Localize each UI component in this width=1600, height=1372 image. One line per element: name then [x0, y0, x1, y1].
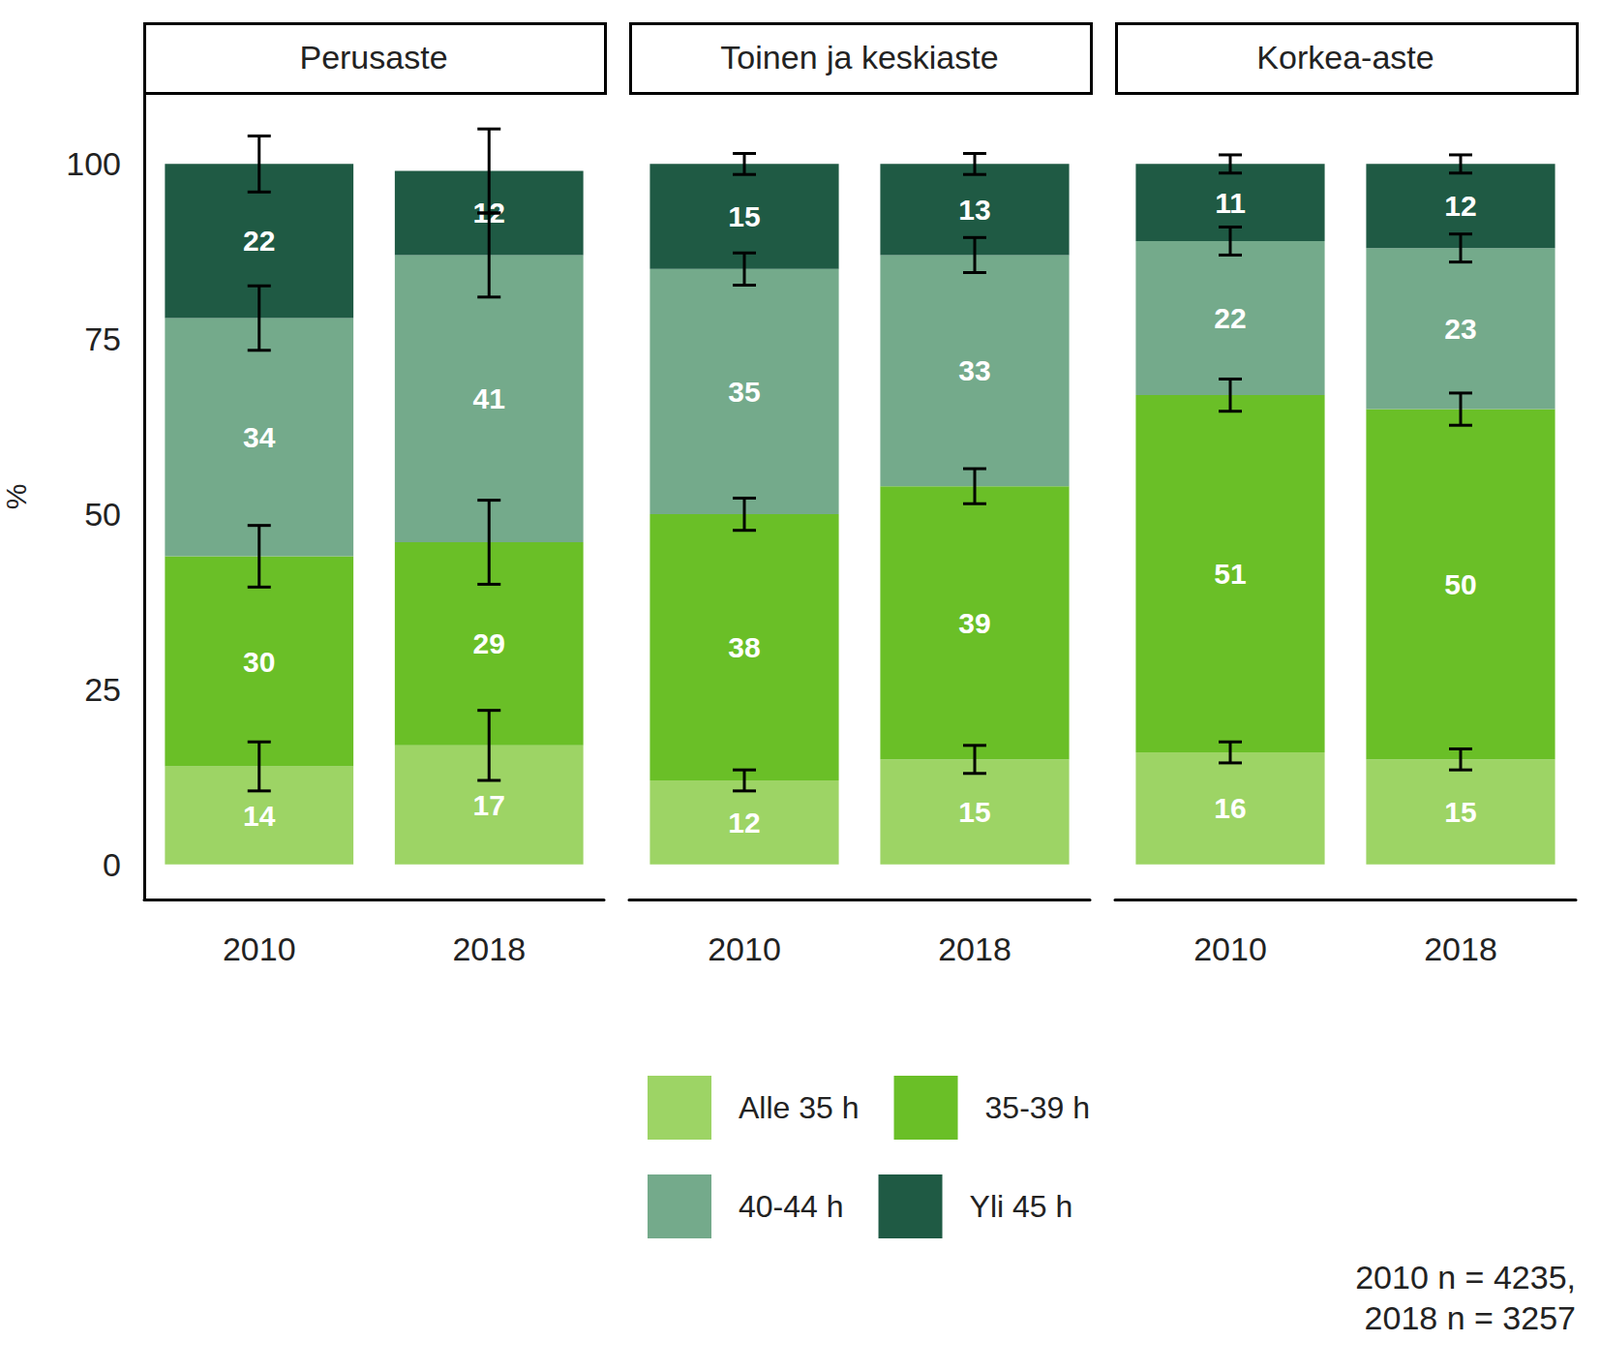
svg-text:34: 34: [242, 421, 276, 453]
svg-text:Alle 35 h: Alle 35 h: [738, 1089, 860, 1125]
svg-text:30: 30: [242, 645, 275, 678]
svg-text:15: 15: [1444, 795, 1477, 828]
svg-text:100: 100: [65, 145, 121, 182]
svg-text:16: 16: [1213, 791, 1246, 824]
svg-text:38: 38: [727, 631, 760, 664]
svg-text:39: 39: [958, 606, 991, 639]
svg-text:Yli 45 h: Yli 45 h: [969, 1188, 1074, 1224]
svg-text:23: 23: [1444, 312, 1477, 345]
svg-text:22: 22: [1213, 301, 1246, 334]
svg-text:2010: 2010: [222, 930, 297, 967]
svg-text:Toinen ja keskiaste: Toinen ja keskiaste: [720, 38, 998, 76]
svg-text:2018: 2018: [1423, 930, 1498, 967]
svg-text:2010 n = 4235,: 2010 n = 4235,: [1355, 1258, 1576, 1296]
svg-text:51: 51: [1213, 557, 1246, 590]
svg-text:50: 50: [1444, 568, 1477, 601]
svg-text:2018: 2018: [452, 930, 526, 967]
svg-text:35-39 h: 35-39 h: [985, 1089, 1091, 1125]
svg-text:25: 25: [84, 670, 121, 708]
svg-text:Perusaste: Perusaste: [299, 38, 448, 76]
svg-text:41: 41: [473, 382, 506, 415]
svg-text:22: 22: [242, 224, 275, 257]
svg-text:2018 n = 3257: 2018 n = 3257: [1364, 1298, 1576, 1336]
svg-text:12: 12: [472, 196, 506, 229]
svg-text:2018: 2018: [937, 930, 1012, 967]
svg-text:Korkea-aste: Korkea-aste: [1256, 38, 1434, 76]
svg-text:17: 17: [473, 788, 506, 821]
svg-text:15: 15: [727, 200, 760, 233]
svg-text:14: 14: [242, 799, 276, 832]
svg-text:%: %: [0, 483, 32, 511]
svg-text:35: 35: [727, 375, 760, 408]
svg-text:13: 13: [958, 193, 991, 226]
svg-text:50: 50: [84, 495, 121, 533]
svg-text:75: 75: [84, 320, 121, 358]
svg-text:11: 11: [1214, 186, 1246, 219]
svg-text:2010: 2010: [1193, 930, 1268, 967]
svg-text:33: 33: [958, 354, 991, 387]
svg-text:0: 0: [102, 845, 121, 883]
svg-text:40-44 h: 40-44 h: [738, 1188, 845, 1224]
svg-text:15: 15: [958, 795, 991, 828]
svg-text:2010: 2010: [707, 930, 782, 967]
svg-text:12: 12: [1444, 189, 1477, 222]
svg-text:29: 29: [473, 627, 506, 660]
svg-text:12: 12: [727, 806, 760, 839]
